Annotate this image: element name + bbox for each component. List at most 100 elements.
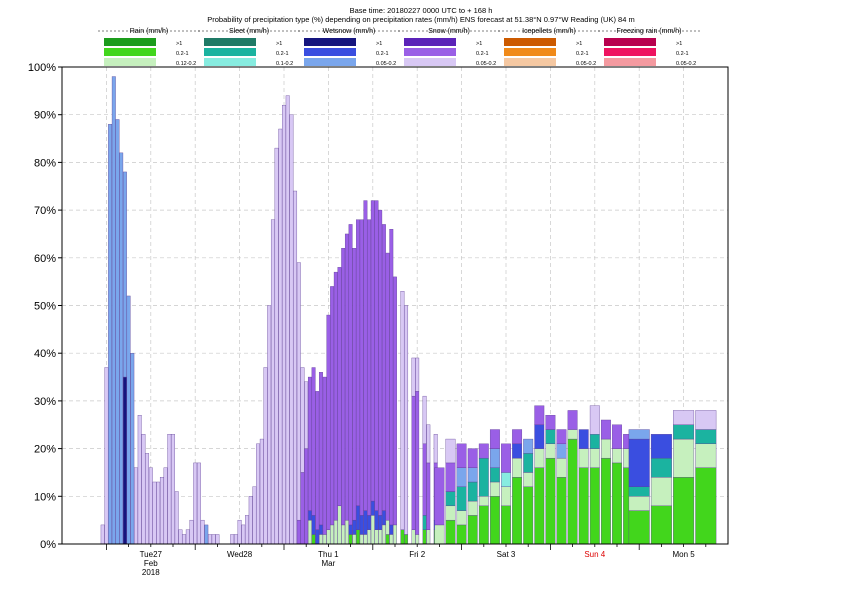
bar-segment: [322, 534, 327, 545]
x-year-label: 2018: [142, 568, 160, 577]
legend-swatch: [404, 38, 456, 46]
bar-segment: [148, 467, 153, 545]
legend-swatch: [504, 48, 556, 56]
bar-segment: [263, 367, 268, 545]
bar-segment: [501, 505, 511, 545]
bar-segment: [434, 524, 445, 545]
bar-segment: [259, 438, 264, 545]
legend-swatch: [504, 38, 556, 46]
chart-subtitle: Probability of precipitation type (%) de…: [207, 15, 635, 24]
bar-segment: [337, 505, 342, 545]
bar-segment: [600, 419, 611, 440]
x-day-label: Fri 2: [409, 550, 426, 559]
legend-swatch: [504, 58, 556, 66]
bar-segment: [282, 104, 286, 545]
bar-segment: [145, 453, 150, 545]
bar-segment: [289, 114, 294, 545]
bar-segment: [673, 477, 695, 545]
bar-segment: [319, 524, 323, 535]
bar-segment: [556, 429, 567, 445]
bar-segment: [348, 534, 353, 545]
bar-segment: [356, 219, 360, 507]
bar-segment: [411, 529, 416, 545]
bar-segment: [370, 200, 375, 502]
bar-segment: [315, 529, 320, 545]
bar-segment: [152, 481, 157, 545]
bar-segment: [545, 457, 556, 545]
bar-segment: [445, 462, 456, 492]
bar-segment: [556, 457, 567, 478]
bar-segment: [650, 457, 672, 478]
bar-segment: [393, 276, 397, 526]
bar-segment: [411, 395, 416, 530]
bar-segment: [352, 248, 357, 521]
y-tick-label: 10%: [34, 491, 56, 503]
bar-segment: [204, 524, 209, 545]
bar-segment: [422, 515, 427, 530]
bar-segment: [456, 524, 467, 545]
bar-segment: [567, 438, 578, 545]
bar-segment: [512, 429, 523, 445]
bar-segment: [389, 524, 394, 535]
bar-segment: [467, 515, 478, 545]
bar-segment: [134, 467, 138, 545]
bar-segment: [422, 443, 427, 516]
bar-segment: [612, 424, 622, 449]
bar-segment: [359, 219, 364, 516]
bar-segment: [178, 529, 183, 545]
bar-segment: [600, 457, 611, 545]
bar-segment: [523, 438, 534, 454]
bar-segment: [612, 448, 622, 464]
y-tick-label: 40%: [34, 348, 56, 360]
bar-segment: [330, 524, 335, 545]
bar-segment: [182, 534, 187, 545]
bar-segment: [534, 424, 545, 449]
bar-segment: [241, 524, 246, 545]
legend-label: >1: [476, 41, 482, 47]
bar-segment: [311, 367, 316, 516]
bar-segment: [270, 219, 275, 545]
legend: Rain (mm/h) >1 0.2-1 0.12-0.2 Sleet (mm/h) >1…: [98, 28, 700, 67]
legend-swatch: [304, 38, 356, 46]
bar-segment: [367, 529, 372, 545]
bar-segment: [467, 500, 478, 516]
legend-swatch: [204, 48, 256, 56]
bar-segment: [245, 515, 249, 545]
legend-group-title: Snow (mm/h): [428, 28, 470, 35]
legend-label: 0.05-0.2: [376, 61, 396, 67]
bar-segment: [567, 429, 578, 440]
bar-segment: [359, 534, 364, 545]
bar-segment: [478, 505, 489, 545]
legend-label: 0.12-0.2: [176, 61, 196, 67]
bar-segment: [673, 424, 695, 440]
bar-segment: [389, 229, 394, 526]
x-day-label: Sat 3: [497, 550, 516, 559]
bar-segment: [589, 448, 600, 468]
bar-segment: [650, 434, 672, 459]
bar-segment: [319, 372, 323, 526]
bar-segment: [174, 491, 179, 545]
legend-label: 0.05-0.2: [576, 61, 596, 67]
bar-segment: [478, 496, 489, 507]
bar-segment: [215, 534, 220, 545]
bar-segment: [545, 443, 556, 459]
x-month-label: Mar: [322, 559, 336, 568]
bar-segment: [248, 496, 253, 545]
bar-segment: [311, 534, 316, 545]
bar-segment: [356, 505, 360, 530]
bar-segment: [348, 524, 353, 535]
legend-swatch: [604, 58, 656, 66]
bar-segment: [600, 438, 611, 459]
legend-group-title: Wetsnow (mm/h): [323, 28, 376, 35]
bar-segment: [374, 200, 379, 511]
bar-segment: [578, 467, 589, 545]
y-tick-label: 50%: [34, 301, 56, 313]
bar-segment: [304, 381, 309, 449]
bar-segment: [445, 438, 456, 464]
legend-swatch: [204, 58, 256, 66]
bar-segment: [189, 519, 194, 545]
x-day-label: Thu 1: [318, 550, 339, 559]
bar-segment: [445, 519, 456, 545]
y-tick-label: 100%: [28, 62, 56, 74]
bar-segment: [108, 124, 113, 545]
